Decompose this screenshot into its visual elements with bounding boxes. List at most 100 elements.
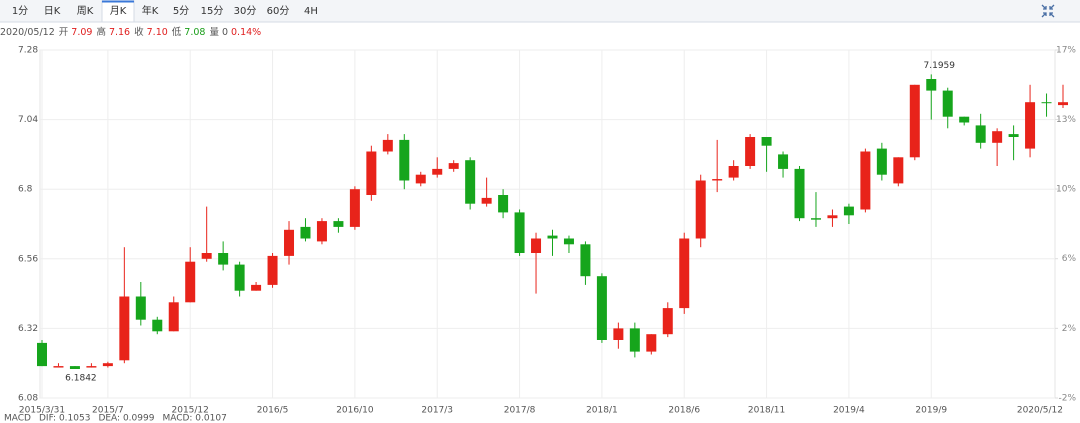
candle-body	[580, 244, 591, 277]
y-tick-label: 6.8	[18, 185, 33, 195]
candle-body	[300, 226, 311, 239]
candle-body	[185, 261, 196, 303]
info-label: 高	[96, 26, 106, 38]
candle-body	[53, 366, 64, 368]
y2-tick-label: -2%	[1058, 394, 1076, 404]
x-tick-label: 2020/5/12	[1017, 406, 1063, 416]
y2-tick-label: 13%	[1056, 115, 1076, 125]
tab[interactable]: 周K	[77, 5, 94, 17]
tab[interactable]: 5分	[173, 5, 189, 17]
y2-tick-label: 10%	[1056, 185, 1076, 195]
x-tick-label: 2015/3/31	[19, 406, 65, 416]
tab[interactable]: 月K	[110, 5, 127, 17]
candle-body	[794, 168, 805, 219]
candle-body	[218, 253, 229, 265]
candle-body	[596, 276, 607, 340]
candle-body	[1041, 102, 1052, 104]
candle-body	[333, 221, 344, 227]
y2-tick-label: 17%	[1056, 46, 1076, 56]
info-value: 7.10	[147, 27, 168, 38]
candle-body	[926, 79, 937, 91]
candle-body	[119, 296, 130, 361]
info-value: 7.16	[109, 27, 130, 38]
plot-frame	[39, 49, 1056, 399]
candle-body	[843, 206, 854, 216]
candle-body	[69, 366, 80, 369]
annotation: 7.1959	[924, 61, 956, 71]
y-tick-label: 6.08	[18, 394, 38, 404]
candle-body	[646, 334, 657, 352]
tab[interactable]: 15分	[201, 5, 224, 17]
tab[interactable]: 60分	[267, 5, 290, 17]
candle-body	[1025, 102, 1036, 149]
candle-body	[547, 235, 558, 239]
candle-body	[909, 84, 920, 158]
candle-body	[613, 328, 624, 340]
candle-body	[102, 363, 113, 367]
candle-body	[531, 238, 542, 253]
x-tick-label: 2019/4	[833, 406, 865, 416]
candle-body	[629, 328, 640, 352]
candle-body	[662, 308, 673, 335]
candle-body	[695, 180, 706, 239]
candle-body	[975, 125, 986, 143]
candle-body	[135, 296, 146, 320]
candle-body	[514, 212, 525, 253]
candle-body	[415, 174, 426, 184]
candle-body	[382, 139, 393, 152]
candle-body	[86, 366, 97, 368]
tab[interactable]: 30分	[234, 5, 257, 17]
y-tick-label: 6.32	[18, 324, 38, 334]
x-tick-label: 2016/10	[336, 406, 374, 416]
y-tick-label: 6.56	[18, 254, 38, 264]
macd-label: DIF: 0.1053	[39, 414, 90, 423]
info-label: 低	[172, 26, 182, 38]
x-tick-label: 2018/11	[748, 406, 785, 416]
info-line: 2020/05/12 开 7.09 高 7.16 收 7.10 低 7.08 量 0 0.14%	[0, 26, 261, 38]
annotation: 6.1842	[65, 373, 97, 383]
y-tick-label: 7.28	[18, 46, 38, 56]
candle-body	[152, 319, 163, 332]
candle-body	[810, 218, 821, 220]
candle-body	[1008, 134, 1019, 137]
candle-body	[267, 255, 278, 285]
info-label: 开	[59, 27, 69, 38]
info-value: 0	[222, 27, 228, 38]
y2-tick-label: 6%	[1062, 254, 1077, 264]
candle-body	[860, 151, 871, 210]
x-tick-label: 2015/7	[92, 406, 124, 416]
x-tick-label: 2017/8	[504, 406, 536, 416]
tab[interactable]: 年K	[142, 4, 159, 17]
y-tick-label: 7.04	[18, 115, 38, 125]
candle-body	[366, 151, 377, 195]
candle-body	[992, 131, 1003, 143]
x-tick-label: 2018/1	[586, 406, 618, 416]
candle-body	[712, 179, 723, 181]
info-label: 量	[209, 27, 219, 38]
candle-body	[234, 264, 245, 291]
candle-body	[37, 342, 47, 367]
candle-body	[168, 302, 179, 332]
tab[interactable]: 4H	[304, 6, 318, 17]
info-value: 7.08	[184, 27, 205, 38]
fullscreen-icon[interactable]	[1041, 4, 1055, 18]
candle-body	[399, 139, 410, 181]
info-date: 2020/05/12	[0, 27, 55, 38]
candle-body	[876, 148, 887, 175]
candle-body	[448, 163, 459, 169]
candle-body	[316, 221, 327, 242]
macd-label: MACD: 0.0107	[162, 414, 226, 423]
tab[interactable]: 日K	[44, 6, 61, 17]
x-tick-label: 2018/6	[668, 406, 700, 416]
info-value: 7.09	[71, 27, 92, 38]
candle-body	[251, 284, 262, 291]
candle-body	[432, 168, 443, 175]
macd-label: DEA: 0.0999	[98, 414, 154, 423]
candle-body	[481, 197, 492, 204]
candle-body	[201, 253, 212, 259]
x-tick-label: 2019/9	[915, 406, 947, 416]
tab[interactable]: 1分	[12, 5, 28, 17]
candle-body	[942, 90, 953, 117]
candle-body	[761, 137, 772, 146]
candle-body	[679, 238, 690, 309]
